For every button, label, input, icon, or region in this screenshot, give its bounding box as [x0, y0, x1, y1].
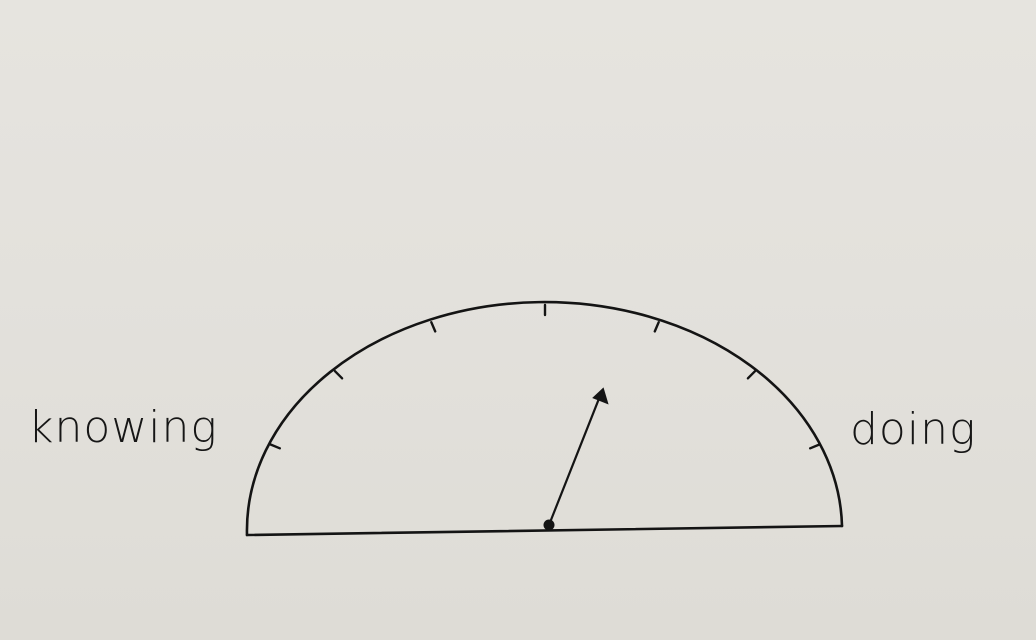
gauge-arc — [245, 300, 844, 537]
gauge-tick — [653, 321, 660, 333]
needle-pivot — [543, 519, 555, 531]
gauge-tick — [809, 443, 821, 450]
gauge-tick — [333, 370, 344, 380]
needle-shaft — [547, 393, 602, 527]
gauge-baseline — [245, 524, 844, 537]
left-label-knowing: knowing — [28, 402, 218, 453]
gauge-tick — [746, 370, 757, 380]
gauge-ticks — [269, 303, 821, 450]
gauge-tick — [430, 321, 437, 333]
needle-arrowhead — [592, 387, 609, 405]
gauge-needle — [547, 387, 609, 527]
right-label-doing: doing — [850, 404, 977, 455]
gauge-tick — [269, 443, 281, 450]
